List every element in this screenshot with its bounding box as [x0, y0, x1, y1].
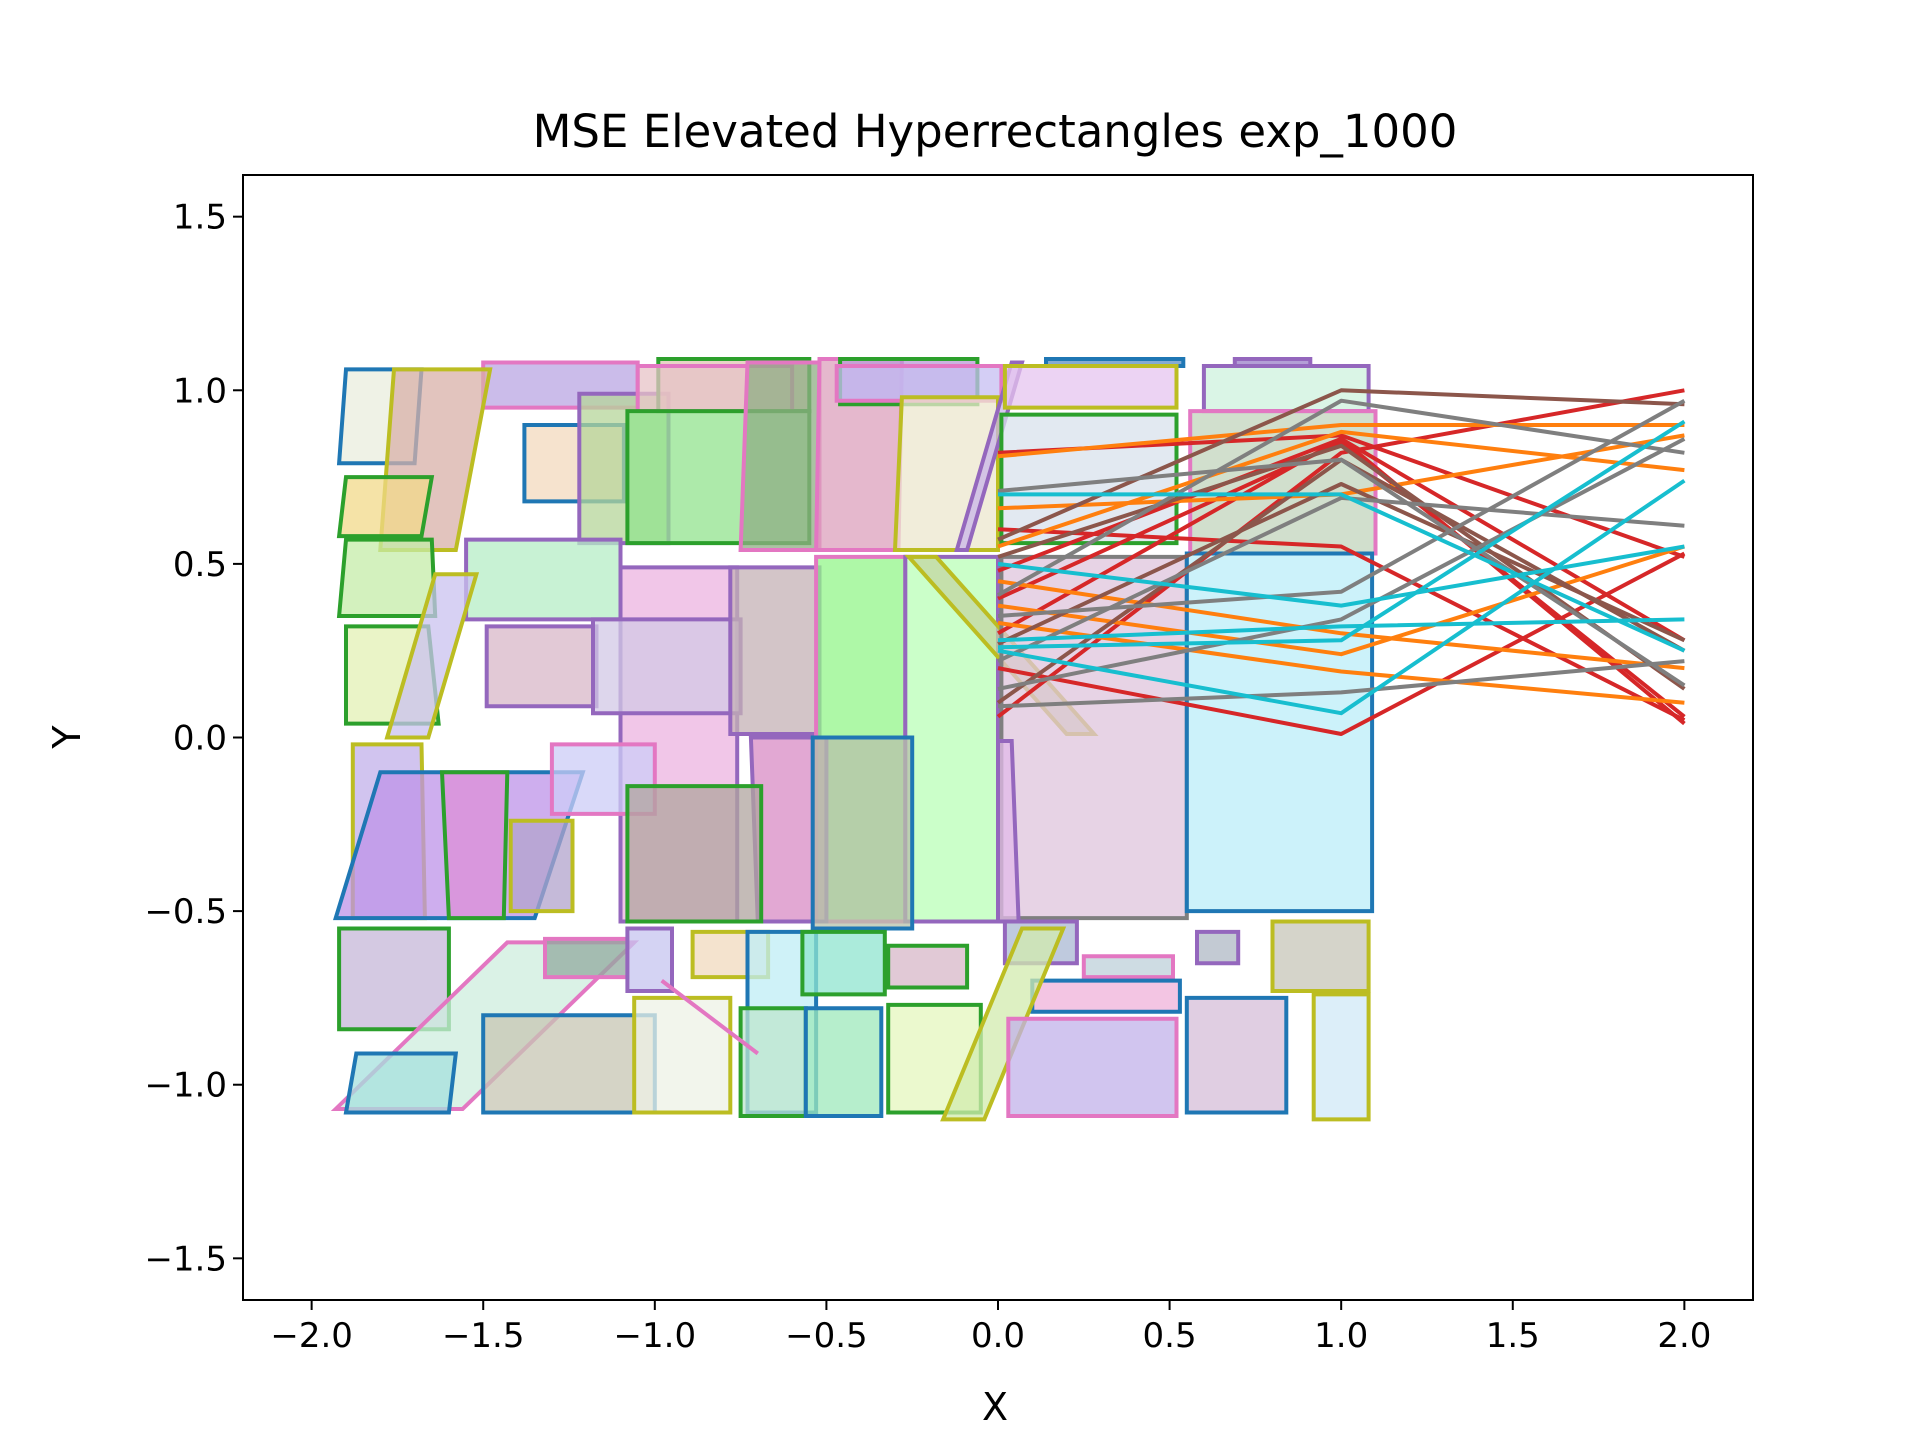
hyperrectangle-21: [336, 537, 438, 618]
series-line-12: [997, 423, 1685, 459]
hyperrectangle-49: [800, 929, 887, 997]
hyperrectangle-50: [886, 943, 970, 990]
y-tick-label: 0.0: [173, 719, 227, 759]
hyperrectangle-60: [803, 1006, 884, 1118]
y-tick-label: −1.5: [144, 1239, 227, 1279]
x-axis-label: X: [982, 1385, 1008, 1429]
series-line-21: [997, 457, 1686, 688]
x-tick-label: 0.5: [1143, 1316, 1197, 1356]
y-tick-label: 1.0: [173, 371, 227, 411]
x-tick-label: 0.0: [971, 1316, 1025, 1356]
y-axis-label: Y: [45, 725, 89, 750]
hyperrectangle-layer: [330, 357, 1378, 1122]
chart-title: MSE Elevated Hyperrectangles exp_1000: [533, 105, 1458, 158]
series-line-2: [997, 440, 1686, 719]
hyperrectangle-28: [728, 565, 822, 736]
series-line-22: [997, 398, 1685, 597]
series-line-18: [997, 437, 1686, 691]
series-line-13: [997, 388, 1685, 542]
hyperrectangle-65: [1311, 992, 1371, 1122]
series-line-24: [997, 478, 1686, 716]
x-tick-label: −1.0: [614, 1316, 697, 1356]
hyperrectangle-9: [738, 360, 822, 552]
series-line-26: [997, 617, 1685, 643]
series-line-3: [997, 551, 1686, 736]
hyperrectangle-55: [1030, 978, 1182, 1014]
hyperrectangle-25: [484, 624, 599, 709]
series-line-16: [997, 482, 1686, 646]
hyperrectangle-22: [464, 537, 623, 622]
hyperrectangle-62: [940, 926, 1067, 1122]
hyperrectangle-45: [543, 936, 630, 980]
hyperrectangle-24: [384, 572, 480, 740]
hyperrectangle-46: [625, 926, 674, 993]
hyperrectangle-36: [439, 770, 510, 921]
hyperrectangle-57: [481, 1013, 657, 1115]
x-tick-label: −0.5: [785, 1316, 868, 1356]
series-line-11: [997, 579, 1685, 671]
x-axis-ticks: −2.0 −1.5 −1.0 −0.5 0.0 0.5 1.0 1.5 2.0: [270, 1300, 1711, 1356]
hyperrectangle-59: [738, 1006, 808, 1118]
series-line-5: [996, 388, 1685, 719]
series-line-10: [997, 429, 1685, 549]
hyperrectangle-56: [343, 1051, 459, 1115]
hyperrectangle-63: [1006, 1016, 1179, 1118]
x-tick-label: 2.0: [1657, 1316, 1711, 1356]
series-line-19: [997, 659, 1685, 709]
hyperrectangle-52: [1081, 954, 1175, 980]
y-tick-label: 1.5: [173, 198, 227, 238]
x-tick-label: −1.5: [442, 1316, 525, 1356]
hyperrectangle-58: [632, 995, 733, 1115]
series-line-6: [997, 436, 1686, 643]
line-series-layer: [996, 388, 1686, 736]
series-line-23: [998, 492, 1686, 653]
hyperrectangle-27: [591, 617, 743, 716]
hyperrectangle-40: [810, 735, 915, 931]
hyperrectangle-43: [337, 926, 451, 1032]
x-tick-label: 1.5: [1486, 1316, 1540, 1356]
hyperrectangle-3: [336, 475, 435, 539]
y-tick-label: −0.5: [144, 892, 227, 932]
hyperrectangle-64: [1184, 995, 1289, 1115]
hyperrectangle-37: [508, 818, 575, 914]
y-tick-label: 0.5: [173, 545, 227, 585]
series-line-1: [997, 527, 1686, 722]
hyperrectangle-41: [625, 784, 764, 924]
hyperrectangle-54: [1270, 919, 1371, 993]
hyperrectangle-53: [1195, 929, 1241, 966]
series-line-9: [997, 620, 1685, 705]
series-line-20: [997, 495, 1685, 663]
series-line-27: [997, 544, 1685, 608]
series-line-25: [997, 419, 1686, 650]
y-axis-ticks: −1.5 −1.0 −0.5 0.0 0.5 1.0 1.5: [144, 198, 243, 1279]
y-tick-label: −1.0: [144, 1066, 227, 1106]
x-tick-label: −2.0: [270, 1316, 353, 1356]
hyperrectangle-66: [660, 979, 760, 1056]
x-tick-label: 1.0: [1314, 1316, 1368, 1356]
hyperrectangle-16: [1002, 364, 1179, 410]
